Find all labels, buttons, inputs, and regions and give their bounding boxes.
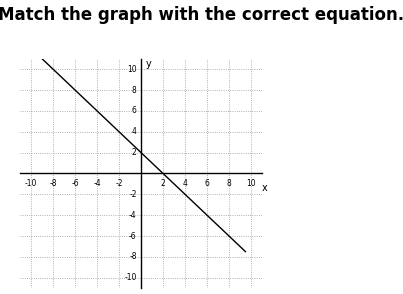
Text: -6: -6: [129, 231, 137, 240]
Text: 10: 10: [127, 65, 137, 74]
Text: 8: 8: [132, 86, 137, 95]
Text: 6: 6: [205, 179, 210, 188]
Text: 8: 8: [226, 179, 231, 188]
Text: -6: -6: [71, 179, 79, 188]
Text: 10: 10: [246, 179, 256, 188]
Text: y: y: [145, 59, 151, 69]
Text: -8: -8: [129, 252, 137, 261]
Text: Match the graph with the correct equation.: Match the graph with the correct equatio…: [0, 6, 403, 24]
Text: -10: -10: [25, 179, 37, 188]
Text: -2: -2: [129, 190, 137, 199]
Text: 4: 4: [132, 127, 137, 136]
Text: -10: -10: [124, 273, 137, 282]
Text: 4: 4: [183, 179, 187, 188]
Text: 6: 6: [132, 106, 137, 116]
Text: -4: -4: [129, 211, 137, 220]
Text: 2: 2: [132, 148, 137, 157]
Text: -2: -2: [115, 179, 123, 188]
Text: -8: -8: [50, 179, 57, 188]
Text: -4: -4: [93, 179, 101, 188]
Text: 2: 2: [161, 179, 165, 188]
Text: x: x: [261, 183, 267, 193]
